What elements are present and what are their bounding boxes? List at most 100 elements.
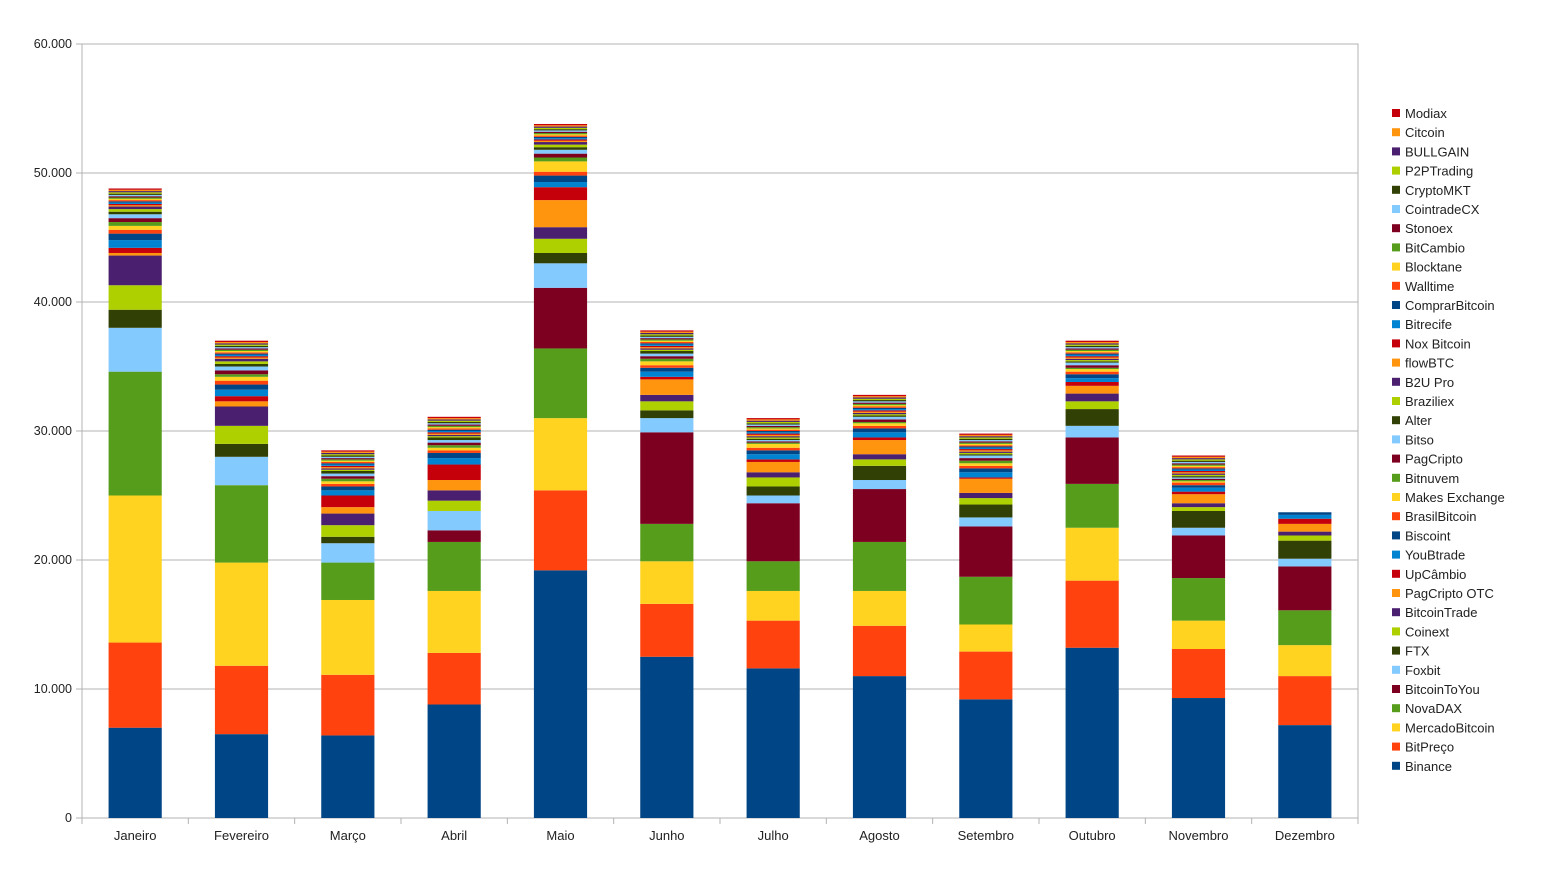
bar-segment [746, 472, 800, 478]
bar-segment [852, 425, 907, 429]
bar-segment [427, 541, 481, 591]
bar-segment [1065, 483, 1119, 528]
legend-swatch [1392, 742, 1400, 751]
bar-segment [108, 201, 162, 203]
legend-item: NovaDAX [1392, 701, 1462, 716]
bar-segment [852, 402, 907, 404]
legend-swatch [1392, 147, 1400, 156]
bar-segment [959, 463, 1013, 466]
bar-segment [1065, 647, 1119, 818]
bar-segment [640, 371, 694, 377]
bar-segment [214, 370, 269, 375]
bar-stack [533, 123, 588, 818]
bar-segment [640, 356, 694, 359]
bar-segment [214, 363, 269, 367]
bar-segment [108, 642, 162, 728]
x-tick-label: Março [330, 828, 366, 843]
bar-segment [852, 489, 907, 542]
bar-segment [640, 365, 694, 368]
bar-segment [321, 481, 375, 484]
bar-segment [108, 252, 162, 256]
bar-segment [321, 456, 375, 459]
bar-segment [108, 196, 162, 198]
bar-segment [321, 562, 375, 600]
legend-item: Nox Bitcoin [1392, 336, 1471, 351]
bar-segment [108, 229, 162, 234]
bar-segment [108, 214, 162, 219]
bar-segment [427, 431, 481, 433]
legend-swatch [1392, 339, 1400, 348]
bar-segment [321, 525, 375, 537]
bar-segment [640, 410, 694, 419]
bar-segment [1278, 676, 1332, 726]
legend-label: BitCambio [1405, 240, 1465, 255]
legend-swatch [1392, 685, 1400, 693]
bar-segment [1171, 460, 1226, 462]
bar-segment [1171, 698, 1226, 818]
bar-stack [108, 188, 162, 818]
bar-segment [640, 339, 694, 341]
legend-item: BitcoinToYou [1392, 682, 1480, 697]
bar-segment [1065, 361, 1119, 363]
bar-segment [640, 330, 694, 332]
x-tick-label: Agosto [859, 828, 899, 843]
bar-segment [959, 468, 1013, 473]
bar-segment [214, 443, 269, 457]
bar-segment [852, 414, 907, 416]
legend-item: Stonoex [1392, 221, 1453, 236]
bar-segment [533, 418, 588, 491]
bar-segment [746, 461, 800, 473]
legend-label: Citcoin [1405, 125, 1445, 140]
bar-segment [533, 200, 588, 228]
bar-segment [746, 436, 800, 438]
bar-segment [108, 209, 162, 212]
legend-swatch [1392, 377, 1400, 386]
bar-segment [959, 465, 1013, 469]
bar-segment [427, 425, 481, 428]
legend-swatch [1392, 704, 1400, 713]
bar-segment [1065, 349, 1119, 352]
bar-segment [746, 620, 800, 669]
bar-segment [214, 341, 269, 344]
bar-segment [427, 464, 481, 481]
legend-swatch [1392, 761, 1400, 770]
legend-swatch [1392, 301, 1400, 309]
legend-swatch [1392, 665, 1400, 674]
bar-segment [533, 348, 588, 419]
x-tick-label: Dezembro [1275, 828, 1335, 843]
legend-label: PagCripto OTC [1405, 586, 1494, 601]
bar-segment [533, 144, 588, 148]
x-tick-label: Outubro [1069, 828, 1116, 843]
bar-segment [427, 590, 481, 653]
bar-segment [746, 486, 800, 496]
legend-label: BitcoinToYou [1405, 682, 1480, 697]
bar-segment [108, 189, 162, 192]
bar-stack [1065, 340, 1119, 818]
bar-segment [852, 409, 907, 411]
bar-segment [852, 406, 907, 408]
bar-segment [959, 436, 1013, 438]
bar-segment [1065, 357, 1119, 359]
bar-segment [321, 467, 375, 469]
bar-segment [959, 443, 1013, 446]
bar-segment [852, 459, 907, 466]
bar-segment [640, 340, 694, 342]
bar-segment [746, 433, 800, 435]
bar-segment [427, 530, 481, 542]
bar-segment [959, 498, 1013, 505]
bar-segment [108, 255, 162, 286]
bar-segment [214, 665, 269, 735]
bar-segment [533, 123, 588, 126]
bar-segment [533, 570, 588, 818]
bar-segment [852, 416, 907, 420]
bar-segment [852, 454, 907, 460]
bar-segment [533, 130, 588, 132]
bar-segment [1065, 354, 1119, 357]
bar-segment [1171, 535, 1226, 579]
bar-segment [321, 483, 375, 487]
bar-segment [959, 478, 1013, 493]
bar-segment [640, 344, 694, 346]
legend-swatch [1392, 454, 1400, 463]
legend-label: Stonoex [1405, 221, 1453, 236]
bar-segment [852, 423, 907, 426]
